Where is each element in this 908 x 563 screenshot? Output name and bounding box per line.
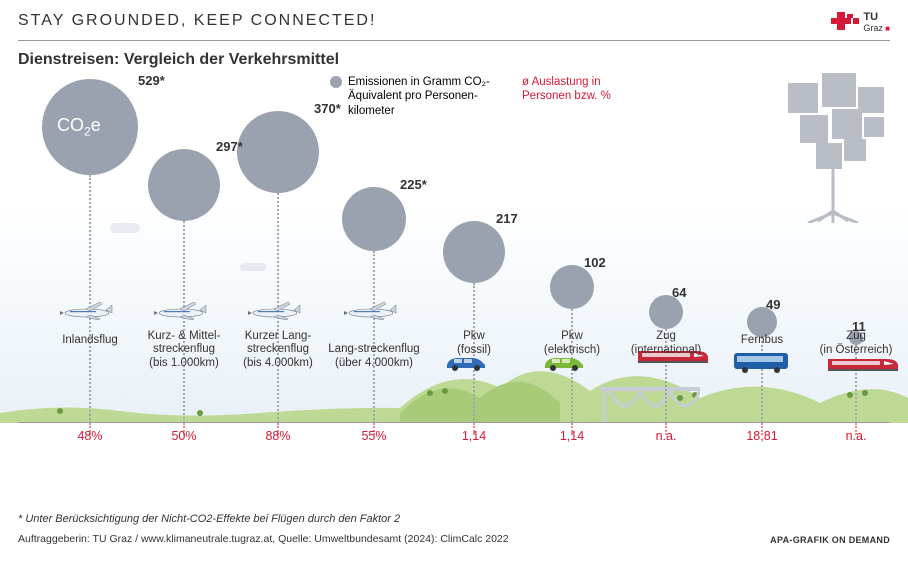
occupancy-inlandsflug: 48% <box>42 429 138 443</box>
emission-value-kurz-mittel: 297* <box>216 139 243 154</box>
co2e-label: CO2e <box>57 115 101 139</box>
occupancy-pkw-fossil: 1,14 <box>426 429 522 443</box>
source-text: Auftraggeberin: TU Graz / www.klimaneutr… <box>18 533 509 545</box>
mode-label-pkw-elektrisch: Pkw (elektrisch) <box>524 330 620 358</box>
emission-circle-zug-intl <box>649 295 683 329</box>
legend-occupancy: ø Auslastung in Personen bzw. % <box>522 75 632 118</box>
mode-label-inlandsflug: Inlandsflug <box>42 334 138 348</box>
emission-value-fernbus: 49 <box>766 297 780 312</box>
emission-circle-kurzer-lang <box>237 111 319 193</box>
mode-label-zug-intl: Zug (international) <box>618 330 714 358</box>
emission-value-pkw-fossil: 217 <box>496 211 518 226</box>
tu-graz-logo: TUGraz ■ <box>831 12 890 34</box>
chart-title: Dienstreisen: Vergleich der Verkehrsmitt… <box>0 41 908 69</box>
occupancy-pkw-elektrisch: 1,14 <box>524 429 620 443</box>
plane-icon <box>248 302 302 325</box>
logo-cross-icon <box>831 12 861 34</box>
legend: Emissionen in Gramm CO₂-Äquivalent pro P… <box>330 75 632 118</box>
mode-label-kurz-mittel: Kurz- & Mittel-streckenflug (bis 1.000km… <box>136 330 232 371</box>
emission-value-langstrecken: 225* <box>400 177 427 192</box>
bridge-icon <box>600 373 700 423</box>
connector-inlandsflug <box>89 175 91 423</box>
occupancy-zug-at: n.a. <box>808 429 904 443</box>
emission-circle-pkw-fossil <box>443 221 505 283</box>
emission-circle-kurz-mittel <box>148 149 220 221</box>
bus-icon <box>732 350 790 379</box>
page-title: STAY GROUNDED, KEEP CONNECTED! <box>18 12 376 30</box>
occupancy-kurz-mittel: 50% <box>136 429 232 443</box>
credit-text: APA-GRAFIK ON DEMAND <box>770 535 890 545</box>
cloud-icon <box>240 263 266 271</box>
connector-langstrecken <box>373 251 375 423</box>
plane-icon <box>344 302 398 325</box>
mode-label-fernbus: Fernbus <box>714 334 810 348</box>
mode-label-kurzer-lang: Kurzer Lang-streckenflug (bis 4.000km) <box>230 330 326 371</box>
emission-circle-langstrecken <box>342 187 406 251</box>
mode-label-pkw-fossil: Pkw (fossil) <box>426 330 522 358</box>
plane-icon <box>60 302 114 325</box>
legend-emissions-text: Emissionen in Gramm CO₂-Äquivalent pro P… <box>348 75 498 118</box>
legend-emissions: Emissionen in Gramm CO₂-Äquivalent pro P… <box>330 75 498 118</box>
tree-icon <box>778 73 888 223</box>
chart-area: Emissionen in Gramm CO₂-Äquivalent pro P… <box>0 73 908 463</box>
occupancy-zug-intl: n.a. <box>618 429 714 443</box>
baseline <box>18 422 890 423</box>
mode-label-langstrecken: Lang-streckenflug (über 4.000km) <box>326 343 422 371</box>
occupancy-fernbus: 18,81 <box>714 429 810 443</box>
cloud-icon <box>110 223 140 233</box>
logo-text: TUGraz ■ <box>863 12 890 34</box>
footnote: * Unter Berücksichtigung der Nicht-CO2-E… <box>18 513 400 525</box>
emission-value-inlandsflug: 529* <box>138 73 165 88</box>
legend-dot-icon <box>330 76 342 88</box>
header: STAY GROUNDED, KEEP CONNECTED! TUGraz ■ <box>0 0 908 34</box>
emission-value-pkw-elektrisch: 102 <box>584 255 606 270</box>
occupancy-kurzer-lang: 88% <box>230 429 326 443</box>
mode-label-zug-at: Zug (in Österreich) <box>808 330 904 358</box>
plane-icon <box>154 302 208 325</box>
emission-value-zug-intl: 64 <box>672 285 686 300</box>
occupancy-langstrecken: 55% <box>326 429 422 443</box>
legend-occupancy-text: ø Auslastung in Personen bzw. % <box>522 75 632 104</box>
emission-circle-pkw-elektrisch <box>550 265 594 309</box>
